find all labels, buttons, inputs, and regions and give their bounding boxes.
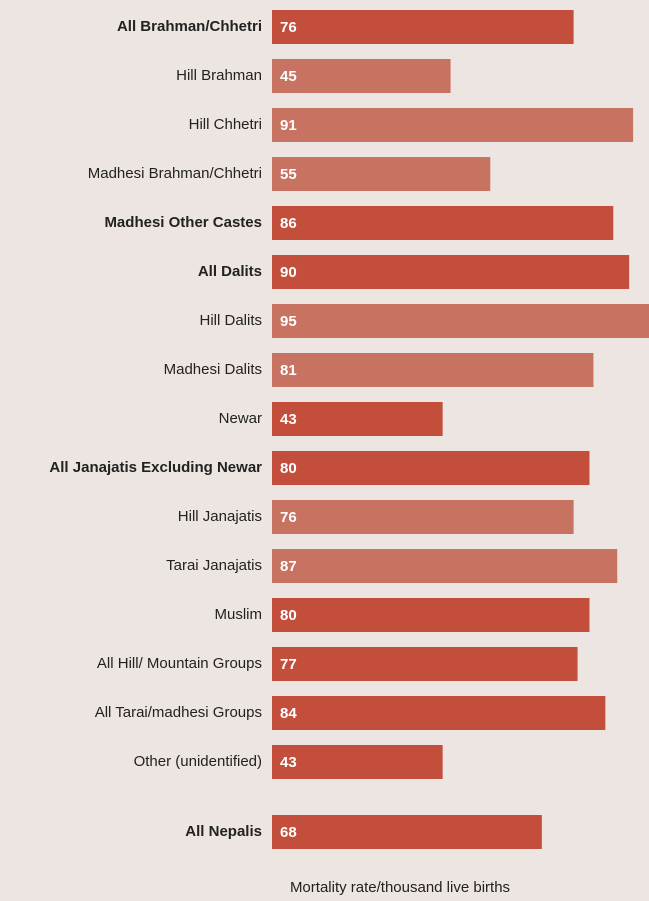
bar	[272, 108, 634, 142]
value-label: 95	[280, 313, 297, 330]
category-label: All Brahman/Chhetri	[117, 18, 262, 35]
value-label: 91	[280, 117, 297, 134]
bar	[272, 402, 443, 436]
value-label: 77	[280, 656, 297, 673]
value-label: 86	[280, 215, 297, 232]
bar	[272, 353, 594, 387]
bar	[272, 745, 443, 779]
value-label: 90	[280, 264, 297, 281]
bar	[272, 696, 606, 730]
bar	[272, 255, 630, 289]
bar	[272, 451, 590, 485]
category-label: Muslim	[215, 606, 263, 623]
value-label: 76	[280, 19, 297, 36]
category-label: Tarai Janajatis	[166, 557, 262, 574]
value-label: 87	[280, 558, 297, 575]
value-label: 45	[280, 68, 297, 85]
category-label: Hill Brahman	[176, 67, 262, 84]
category-label: Newar	[219, 410, 262, 427]
value-label: 80	[280, 607, 297, 624]
bar	[272, 500, 574, 534]
value-label: 81	[280, 362, 297, 379]
category-label: Madhesi Dalits	[164, 361, 262, 378]
bar	[272, 10, 574, 44]
value-label: 43	[280, 754, 297, 771]
bar	[272, 157, 491, 191]
category-label: Hill Chhetri	[189, 116, 262, 133]
value-label: 76	[280, 509, 297, 526]
bar	[272, 815, 542, 849]
bar	[272, 549, 618, 583]
value-label: 84	[280, 705, 297, 722]
bar	[272, 206, 614, 240]
category-label: Hill Dalits	[199, 312, 262, 329]
bar	[272, 59, 451, 93]
category-label: All Nepalis	[185, 823, 262, 840]
category-label: All Tarai/madhesi Groups	[95, 704, 262, 721]
value-label: 55	[280, 166, 297, 183]
x-axis-label: Mortality rate/thousand live births	[290, 879, 510, 896]
bar	[272, 598, 590, 632]
category-label: All Dalits	[198, 263, 262, 280]
category-label: All Janajatis Excluding Newar	[49, 459, 262, 476]
value-label: 68	[280, 824, 297, 841]
bar	[272, 304, 649, 338]
bar	[272, 647, 578, 681]
category-label: Madhesi Brahman/Chhetri	[88, 165, 262, 182]
value-label: 43	[280, 411, 297, 428]
category-label: All Hill/ Mountain Groups	[97, 655, 262, 672]
category-label: Other (unidentified)	[134, 753, 262, 770]
category-label: Madhesi Other Castes	[104, 214, 262, 231]
value-label: 80	[280, 460, 297, 477]
category-label: Hill Janajatis	[178, 508, 262, 525]
